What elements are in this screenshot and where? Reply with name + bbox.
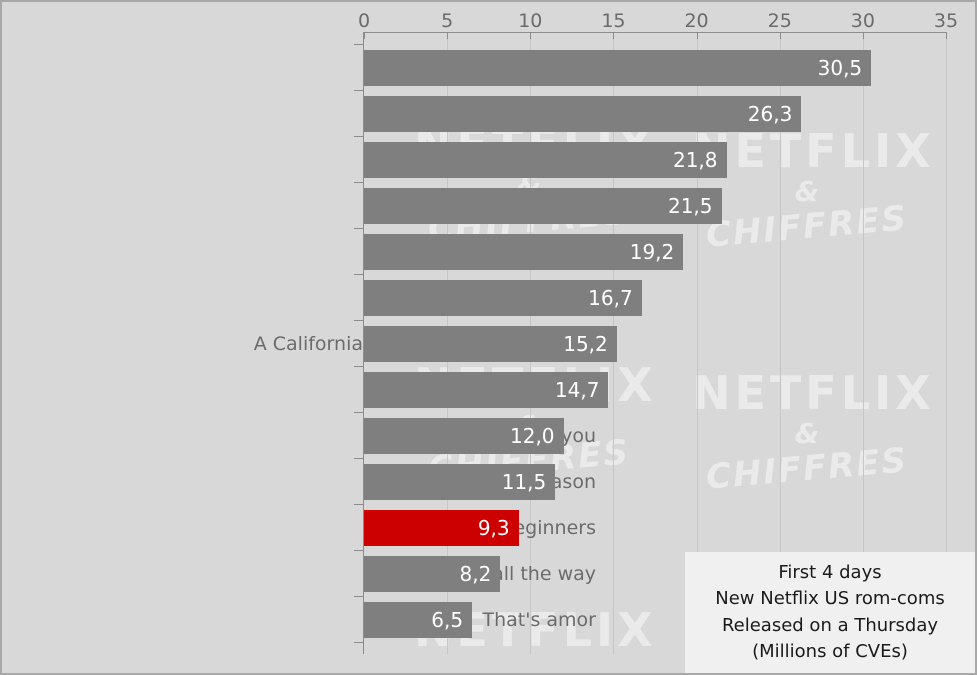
bar-row: 11,5 [364, 464, 946, 500]
x-axis-tick [530, 32, 532, 39]
y-axis-tick [354, 182, 363, 183]
bar: 26,3 [364, 96, 802, 132]
x-axis-tick-label: 25 [767, 10, 792, 32]
y-axis-tick [354, 366, 363, 367]
x-axis-tick [447, 32, 449, 39]
caption-line-1: First 4 days [778, 562, 882, 584]
gridline [696, 32, 698, 654]
bar: 19,2 [364, 234, 684, 270]
x-axis-tick-label: 15 [601, 10, 626, 32]
bar: 21,5 [364, 188, 722, 224]
bar-row: 21,5 [364, 188, 946, 224]
caption-line-4: (Millions of CVEs) [752, 640, 908, 662]
bar: 16,7 [364, 280, 642, 316]
y-axis-tick [354, 550, 363, 551]
y-axis-tick [354, 136, 363, 137]
bar-value-label: 21,5 [667, 194, 713, 218]
bar-value-label: 11,5 [501, 470, 547, 494]
x-axis-tick [613, 32, 615, 39]
bar: 21,8 [364, 142, 727, 178]
caption-box: First 4 days New Netflix US rom-coms Rel… [685, 552, 975, 673]
y-axis-tick [354, 320, 363, 321]
bar-value-label: 9,3 [477, 516, 510, 540]
bar: 30,5 [364, 50, 872, 86]
x-axis-tick [779, 32, 781, 39]
bar-row: 26,3 [364, 96, 946, 132]
y-axis-tick [354, 504, 363, 505]
x-axis-tick-label: 0 [357, 10, 371, 32]
x-axis-line [364, 32, 946, 33]
bar-row: 9,3 [364, 510, 946, 546]
bar-row: 8,2 [364, 556, 946, 592]
x-axis-tick-label: 20 [684, 10, 709, 32]
y-axis-tick [354, 44, 363, 45]
gridline [946, 32, 947, 654]
bar-row: 6,5 [364, 602, 946, 638]
bar-row: 30,5 [364, 50, 946, 86]
y-axis-tick [354, 412, 363, 413]
bar-row: 12,0 [364, 418, 946, 454]
bar-value-label: 26,3 [747, 102, 793, 126]
bar: 6,5 [364, 602, 473, 638]
bar-value-label: 8,2 [459, 562, 492, 586]
category-label: That's amor [482, 609, 597, 631]
bar-value-label: 16,7 [588, 286, 633, 310]
bar-value-label: 21,8 [672, 148, 718, 172]
x-axis-tick [364, 32, 365, 39]
bar-value-label: 14,7 [554, 378, 600, 402]
bar-value-label: 6,5 [431, 608, 464, 632]
y-axis-line [363, 32, 364, 654]
bar-value-label: 12,0 [510, 424, 555, 448]
bar-row: 14,7 [364, 372, 946, 408]
caption-line-3: Released on a Thursday [721, 614, 939, 636]
bar-row: 21,8 [364, 142, 946, 178]
x-axis-tick [946, 32, 947, 39]
gridline [779, 32, 781, 654]
bar: 12,0 [364, 418, 564, 454]
y-axis-tick [354, 642, 363, 643]
bar: 8,2 [364, 556, 501, 592]
y-axis-tick [354, 274, 363, 275]
bar: 15,2 [364, 326, 617, 362]
bar-value-label: 19,2 [629, 240, 675, 264]
x-axis-tick-label: 35 [933, 10, 959, 32]
caption-line-2: New Netflix US rom-coms [715, 588, 945, 610]
x-axis-tick-label: 10 [518, 10, 543, 32]
y-axis-tick [354, 90, 363, 91]
bar-row: 19,2 [364, 234, 946, 270]
gridline [862, 32, 864, 654]
y-axis-tick [354, 458, 363, 459]
bar: 14,7 [364, 372, 609, 408]
bar: 11,5 [364, 464, 556, 500]
y-axis-tick [354, 228, 363, 229]
x-axis-tick-label: 5 [441, 10, 454, 32]
bar-value-label: 30,5 [817, 56, 863, 80]
x-axis-tick [696, 32, 698, 39]
bar-highlighted: 9,3 [364, 510, 519, 546]
y-axis-tick [354, 596, 363, 597]
bar-value-label: 15,2 [563, 332, 608, 356]
x-axis-tick-label: 30 [850, 10, 875, 32]
x-axis-tick [862, 32, 864, 39]
bar-row: 15,2 [364, 326, 946, 362]
bar-row: 16,7 [364, 280, 946, 316]
